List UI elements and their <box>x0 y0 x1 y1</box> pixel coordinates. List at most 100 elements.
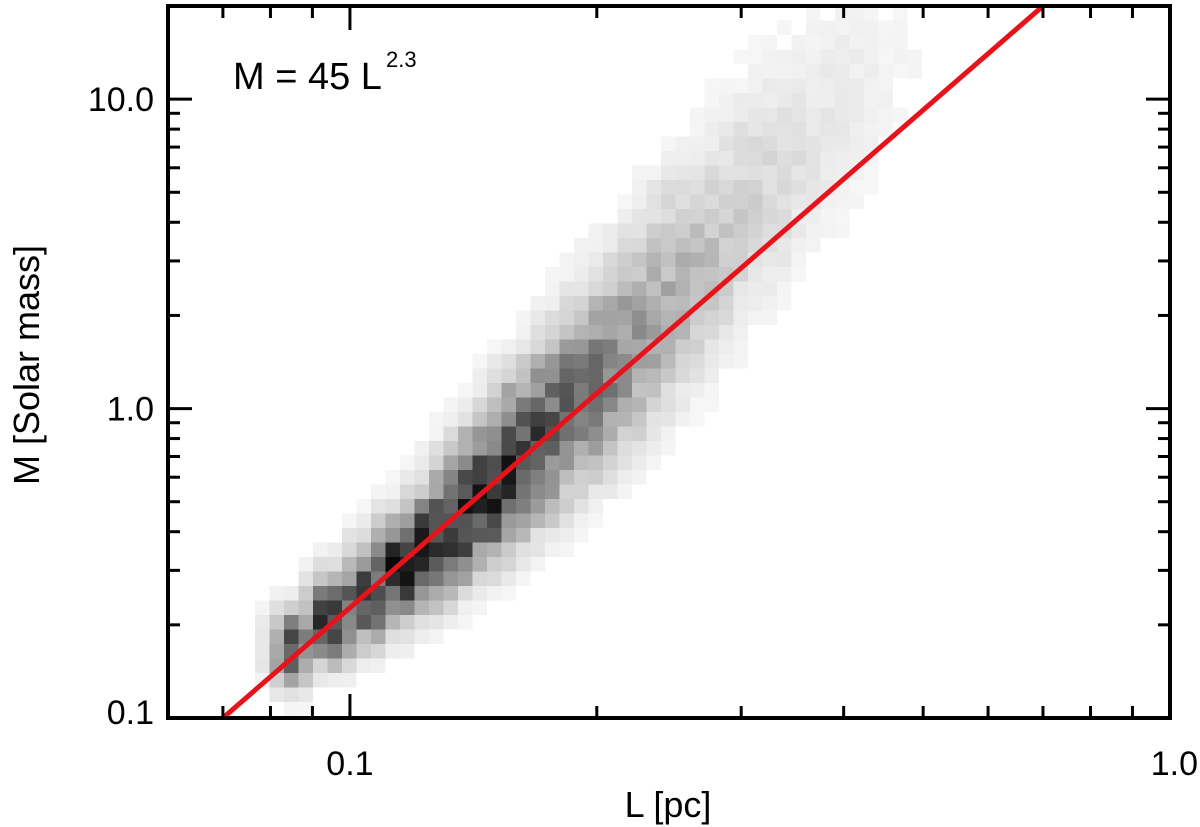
density-cell <box>675 368 690 383</box>
density-cell <box>414 557 429 572</box>
density-cell <box>255 644 270 659</box>
y-tick-label: 1.0 <box>107 391 154 429</box>
density-cell <box>646 252 661 267</box>
density-cell <box>632 397 647 412</box>
density-cell <box>719 339 734 354</box>
density-cell <box>733 165 748 180</box>
density-cell <box>704 397 719 412</box>
density-cell <box>777 296 792 311</box>
density-cell <box>588 281 603 296</box>
density-cell <box>632 165 647 180</box>
density-cell <box>762 64 777 79</box>
density-cell <box>762 252 777 267</box>
density-cell <box>588 223 603 238</box>
density-cell <box>617 397 632 412</box>
density-cell <box>516 528 531 543</box>
density-cell <box>356 528 371 543</box>
density-cell <box>632 209 647 224</box>
density-cell <box>487 542 502 557</box>
density-cell <box>835 122 850 137</box>
density-cell <box>269 586 284 601</box>
density-cell <box>530 412 545 427</box>
density-cell <box>443 412 458 427</box>
density-cell <box>704 93 719 108</box>
density-cell <box>516 542 531 557</box>
density-cell <box>501 586 516 601</box>
density-cell <box>458 571 473 586</box>
density-cell <box>675 238 690 253</box>
density-cell <box>661 209 676 224</box>
density-cell <box>675 296 690 311</box>
density-cell <box>603 412 618 427</box>
density-cell <box>574 267 589 282</box>
density-cell <box>806 107 821 122</box>
density-cell <box>719 310 734 325</box>
density-cell <box>820 107 835 122</box>
density-cell <box>690 165 705 180</box>
density-cell <box>704 354 719 369</box>
density-cell <box>313 600 328 615</box>
density-cell <box>429 499 444 514</box>
density-cell <box>574 310 589 325</box>
density-cell <box>762 122 777 137</box>
x-tick-label: 0.1 <box>326 745 373 783</box>
density-cell <box>820 223 835 238</box>
density-cell <box>371 484 386 499</box>
density-cell <box>342 571 357 586</box>
density-cell <box>806 49 821 64</box>
density-cell <box>530 354 545 369</box>
density-cell <box>617 194 632 209</box>
density-cell <box>255 629 270 644</box>
density-cell <box>284 600 299 615</box>
density-cell <box>501 368 516 383</box>
density-cell <box>298 615 313 630</box>
fit-annotation: M = 45 L 2.3 <box>233 47 417 98</box>
density-cell <box>777 209 792 224</box>
density-cell <box>704 209 719 224</box>
density-cell <box>777 238 792 253</box>
density-cell <box>835 35 850 50</box>
density-cell <box>849 136 864 151</box>
density-cell <box>414 441 429 456</box>
density-cell <box>574 281 589 296</box>
density-cell <box>400 513 415 528</box>
density-cell <box>269 629 284 644</box>
density-cell <box>646 354 661 369</box>
density-cell <box>704 107 719 122</box>
density-cell <box>777 122 792 137</box>
density-cell <box>893 20 908 35</box>
density-cell <box>284 702 299 717</box>
density-cell <box>719 354 734 369</box>
density-cell <box>704 238 719 253</box>
density-cell <box>719 151 734 166</box>
density-cell <box>559 499 574 514</box>
density-cell <box>849 49 864 64</box>
x-axis-label: L [pc] <box>625 784 712 825</box>
density-cell <box>559 252 574 267</box>
density-cell <box>632 194 647 209</box>
density-cell <box>530 368 545 383</box>
density-cell <box>298 702 313 717</box>
density-cell <box>806 93 821 108</box>
density-cell <box>516 325 531 340</box>
density-cell <box>632 325 647 340</box>
density-cell <box>414 528 429 543</box>
density-cell <box>791 64 806 79</box>
density-cell <box>603 252 618 267</box>
density-cell <box>342 513 357 528</box>
density-cell <box>646 441 661 456</box>
density-cell <box>690 209 705 224</box>
density-cell <box>501 397 516 412</box>
density-cell <box>458 528 473 543</box>
density-cell <box>646 455 661 470</box>
density-cell <box>400 484 415 499</box>
density-cell <box>646 267 661 282</box>
density-cell <box>748 209 763 224</box>
density-cell <box>762 151 777 166</box>
density-cell <box>791 49 806 64</box>
density-cell <box>603 310 618 325</box>
density-cell <box>646 426 661 441</box>
density-cell <box>443 600 458 615</box>
density-cell <box>559 455 574 470</box>
density-cell <box>385 542 400 557</box>
